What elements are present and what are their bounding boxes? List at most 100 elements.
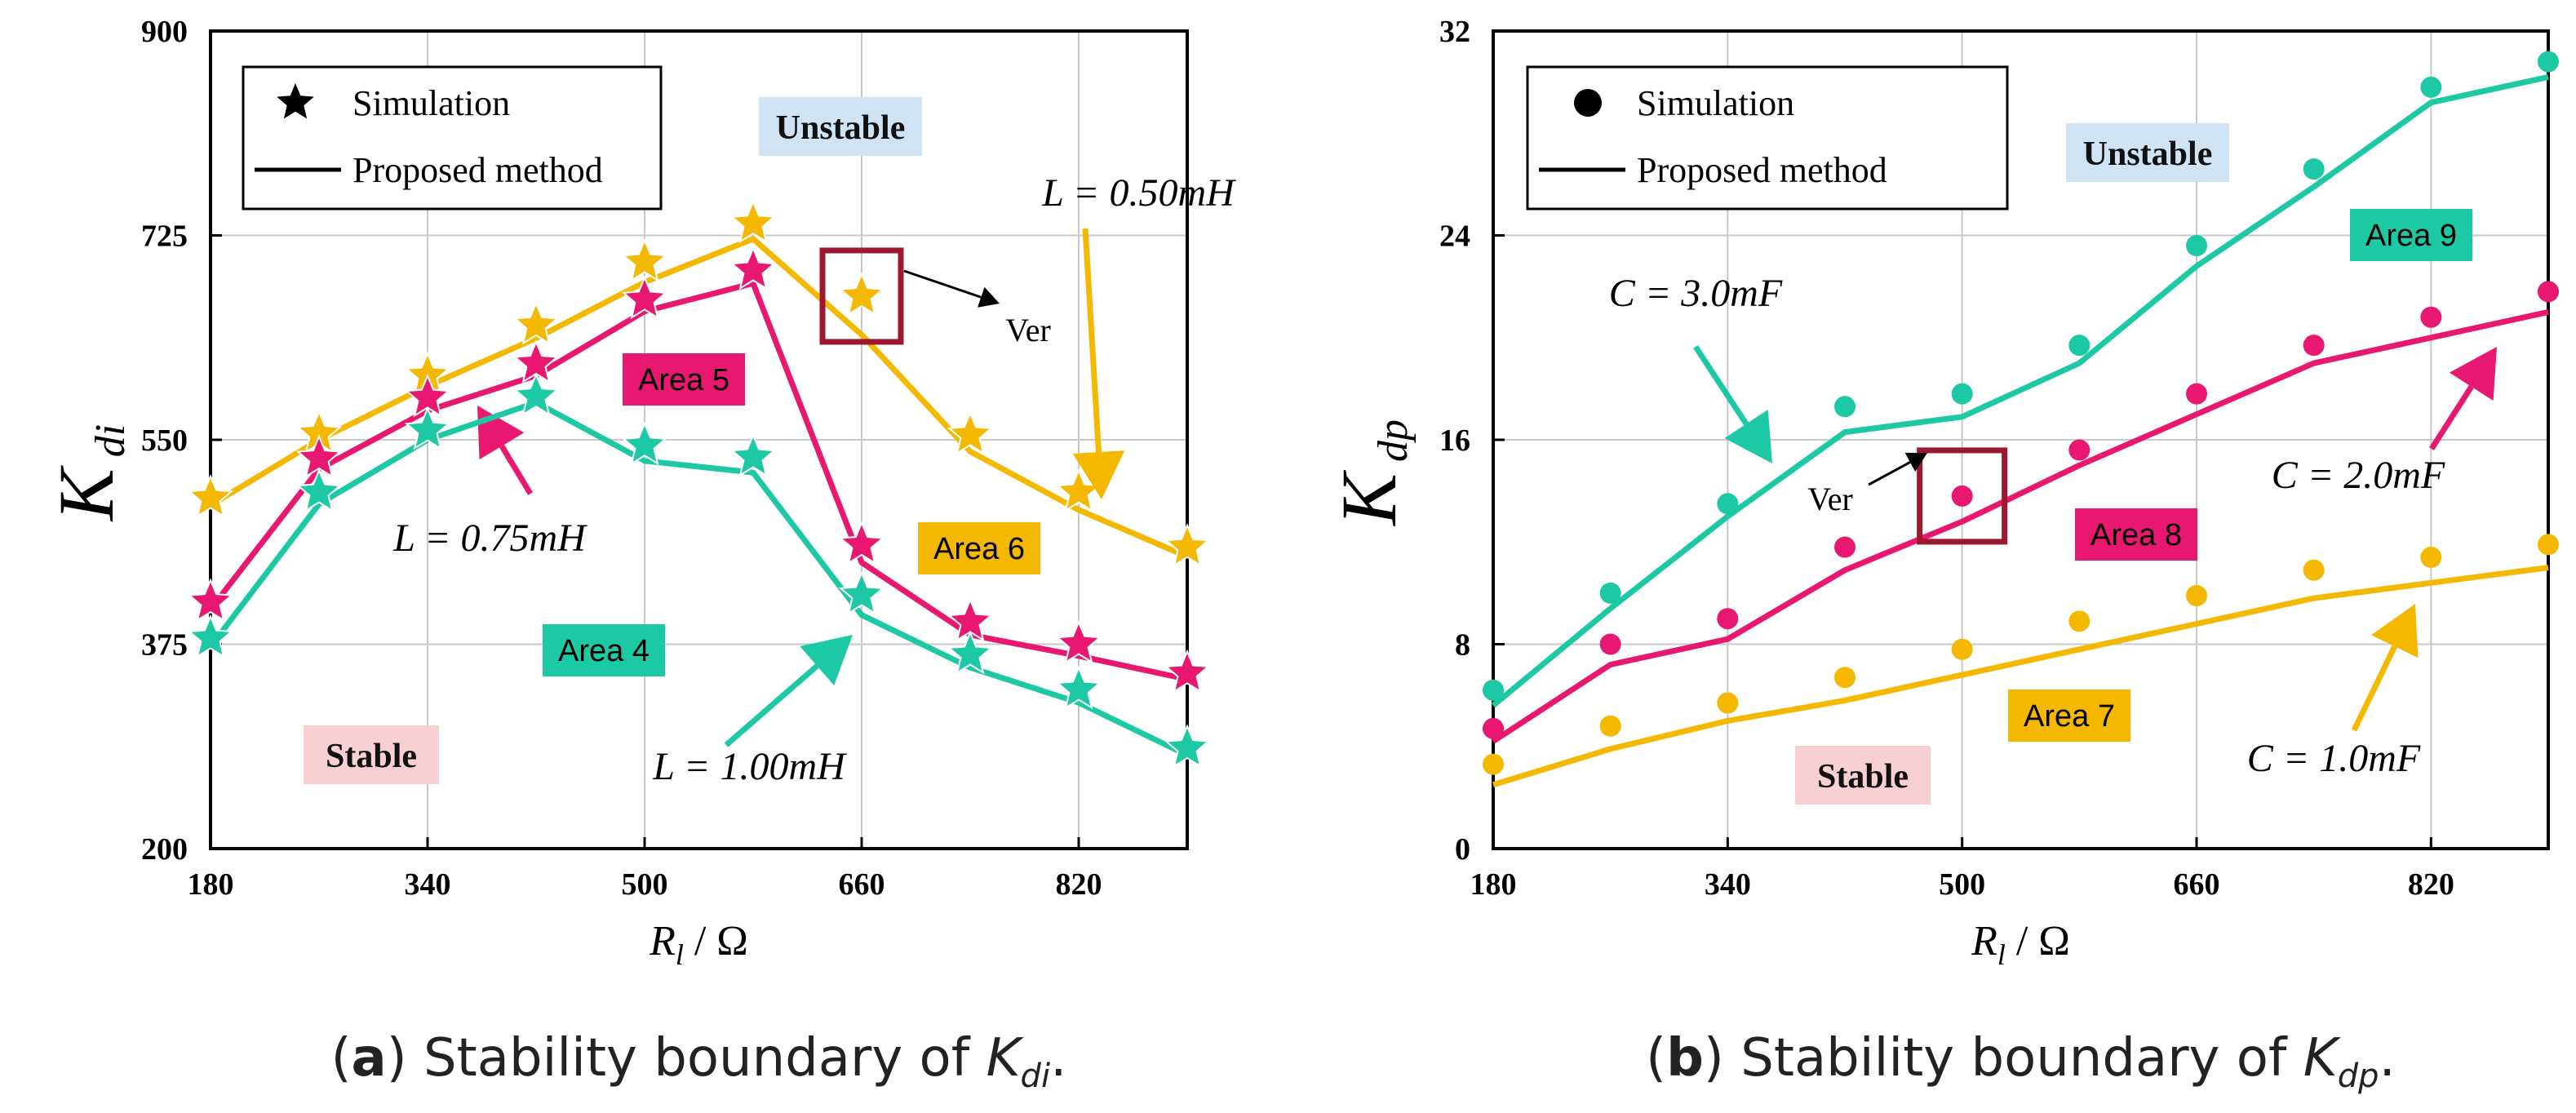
x-tick-label: 340 [405,867,451,902]
y-axis-title: Kdi [42,424,134,522]
simulation-point [2303,158,2325,180]
verification-arrow-head [1904,452,1927,472]
y-tick-label: 375 [141,628,188,663]
simulation-point [1483,753,1504,775]
simulation-point [621,275,668,320]
caption-var: K [987,1028,1025,1089]
area-label: Area 9 [2365,219,2457,253]
y-tick-label: 24 [1439,219,1470,254]
x-tick-label: 820 [2408,867,2454,902]
proposed-method-line [1492,565,2549,788]
caption-var: K [2303,1028,2342,1089]
series-c3.0mf: Area 9 C = 3.0mF [1483,51,2559,708]
simulation-point [1717,493,1739,515]
simulation-point [2186,585,2207,607]
y-tick-label: 16 [1439,423,1470,458]
area-badge [543,624,665,676]
area-badge [2008,690,2130,742]
x-tick-label: 660 [839,867,885,902]
curve-label-arrow-head [1724,410,1772,463]
simulation-point [947,630,994,675]
x-tick-label: 340 [1705,867,1751,902]
x-tick-label: 820 [1056,867,1102,902]
simulation-point [2538,534,2559,556]
caption-paren-open: ( [331,1028,352,1089]
simulation-point [187,578,234,622]
chart-panel-b: 180 340 500 660 820 0 8 16 24 32 Kdp Rl / Ω Unstable… [1325,15,2559,1095]
caption-letter: b [1666,1028,1704,1089]
simulation-point [947,410,994,455]
simulation-point [838,272,885,316]
curve-label-arrow-shaft [1693,345,1749,426]
caption-var-sub: di [1021,1058,1051,1095]
curve-label: L = 1.00mH [652,745,847,788]
y-axis-title-main: K [42,464,130,522]
caption-end: . [2379,1028,2396,1089]
simulation-point [2068,610,2091,632]
x-axis-title: Rl / Ω [649,918,748,971]
verification-box [1917,447,2008,545]
simulation-point [1164,523,1211,567]
area-label: Area 8 [2091,518,2182,552]
curve-label-arrow-head [800,635,853,686]
y-axis-title: Kdp [1325,419,1417,527]
simulation-point [2186,383,2207,405]
simulation-point [1599,715,1621,737]
x-axis-title-sub: l [1997,938,2006,971]
x-tick-label: 180 [1470,867,1517,902]
area-label: Area 4 [558,634,650,668]
legend-proposed-method-label: Proposed method [352,150,603,190]
caption-text: Stability boundary of [1724,1028,2303,1089]
simulation-point [2538,51,2559,73]
area-badge [2075,508,2197,561]
curve-label-arrow-head [2449,347,2497,401]
series-c1.0mf: Area 7 C = 1.0mF [1483,534,2559,788]
area-label: Area 6 [933,532,1025,566]
simulation-point [838,570,885,615]
y-tick-label: 550 [141,423,188,458]
curve-label: L = 0.50mH [1041,171,1236,215]
simulation-point [729,199,777,244]
simulation-point [1951,485,1973,507]
curve-label-arrow-shaft [2429,384,2474,450]
simulation-point [729,246,777,290]
unstable-region-badge [2066,123,2229,182]
simulation-point [2538,281,2559,303]
simulation-point [1717,608,1739,630]
stable-region-label: Stable [326,738,417,775]
simulation-point [1834,667,1856,689]
legend-box [1526,65,2009,211]
legend-dot-icon [1574,89,1602,117]
stable-region-badge [304,725,439,784]
y-axis-title-sub: di [87,424,134,457]
x-tick-label: 500 [622,867,668,902]
simulation-point [1717,692,1739,714]
curve-label-arrow-shaft [724,663,819,747]
simulation-point [1483,679,1504,701]
simulation-point [1055,619,1102,664]
x-axis-title: Rl / Ω [1971,918,2070,971]
verification-arrow-shaft [903,269,982,299]
x-axis-title-unit: / Ω [684,918,748,964]
y-tick-label: 900 [141,15,188,49]
simulation-point [1599,633,1621,655]
series-l0.75mh: Area 5 L = 0.75mH [187,246,1211,694]
simulation-point [2303,559,2325,581]
proposed-method-line [208,399,1189,758]
simulation-point [1164,724,1211,768]
curve-label-arrow-head [2371,604,2419,658]
series-c2.0mf: Area 8 C = 2.0mF [1483,281,2559,744]
simulation-point [404,406,451,450]
simulation-point [1483,717,1504,739]
y-axis-title-main: K [1325,469,1412,527]
proposed-method-line [1492,308,2549,744]
curve-label-arrow-shaft [1082,228,1102,453]
verification-box [819,247,904,345]
curve-label-arrow-shaft [499,444,533,495]
area-label: Area 7 [2024,699,2115,734]
legend-simulation-label: Simulation [1637,83,1794,123]
y-tick-label: 32 [1439,15,1470,49]
simulation-point [1834,396,1856,418]
x-axis-title-sub: l [676,938,684,971]
unstable-region-badge [759,97,922,156]
